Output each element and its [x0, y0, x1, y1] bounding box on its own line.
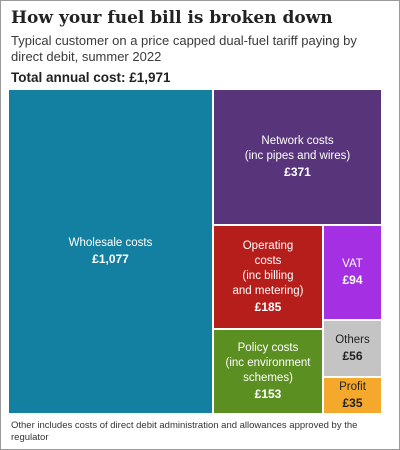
tile-value: £153	[254, 387, 282, 401]
tile-label: Others	[335, 334, 370, 346]
tile-label: Operating costs (inc billing and meterin…	[232, 240, 304, 297]
total-cost: Total annual cost: £1,971	[11, 70, 171, 85]
footnote: Other includes costs of direct debit adm…	[11, 420, 358, 443]
tile-label: Network costs (inc pipes and wires)	[244, 135, 351, 162]
tile-vat: VAT £94	[324, 226, 381, 319]
tile-label: VAT	[342, 258, 363, 270]
tile-network: Network costs (inc pipes and wires) £371	[214, 90, 381, 224]
chart-subtitle: Typical customer on a price capped dual-…	[11, 33, 357, 64]
tile-others: Others £56	[324, 321, 381, 376]
tile-value: £35	[342, 396, 363, 410]
tile-label: Profit	[339, 381, 366, 393]
tile-label: Wholesale costs	[68, 237, 153, 249]
tile-profit: Profit £35	[324, 378, 381, 413]
tile-operating: Operating costs (inc billing and meterin…	[214, 226, 322, 328]
chart-title: How your fuel bill is broken down	[11, 8, 333, 28]
tile-label: Policy costs (inc environment schemes)	[225, 342, 311, 384]
tile-value: £185	[254, 300, 282, 314]
tile-value: £371	[284, 165, 311, 179]
tile-value: £56	[342, 349, 363, 363]
tile-policy: Policy costs (inc environment schemes) £1…	[214, 330, 322, 413]
tile-value: £1,077	[92, 252, 129, 266]
tile-value: £94	[342, 273, 363, 287]
tile-wholesale: Wholesale costs £1,077	[9, 90, 212, 413]
